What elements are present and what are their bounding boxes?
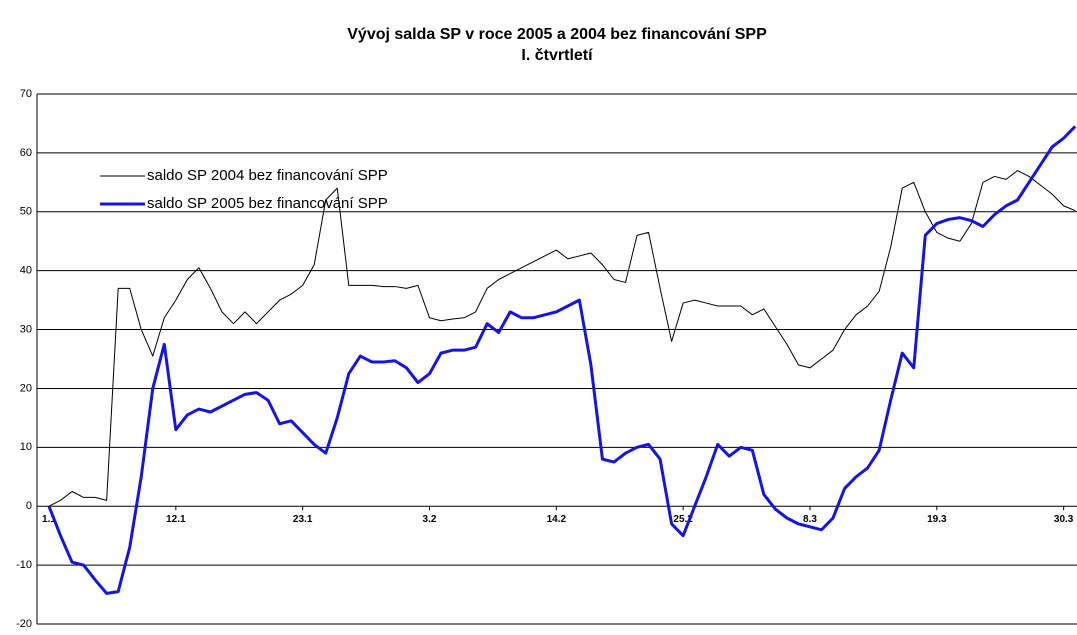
y-tick-label: 30 (20, 323, 32, 335)
x-tick-label: 8.3 (803, 514, 817, 525)
x-tick-label: 19.3 (927, 514, 947, 525)
y-tick-label: 0 (26, 500, 32, 512)
y-tick-label: 10 (20, 441, 32, 453)
x-tick-label: 1.1 (42, 514, 56, 525)
x-tick-label: 14.2 (547, 514, 567, 525)
x-tick-label: 25.2 (673, 514, 693, 525)
y-tick-label: 50 (20, 206, 32, 218)
y-tick-label: 70 (20, 88, 32, 100)
y-tick-label: 40 (20, 265, 32, 277)
y-tick-label: -10 (16, 559, 32, 571)
y-tick-label: 60 (20, 147, 32, 159)
series-line (48, 170, 1076, 507)
legend-label: saldo SP 2004 bez financování SPP (147, 167, 388, 184)
x-tick-label: 3.2 (423, 514, 437, 525)
y-tick-label: -20 (16, 618, 32, 630)
x-tick-label: 30.3 (1054, 514, 1074, 525)
series-line (47, 125, 1077, 595)
y-tick-label: 20 (20, 382, 32, 394)
x-tick-label: 23.1 (293, 514, 313, 525)
chart-subtitle: I. čtvrtletí (521, 47, 593, 64)
x-tick-label: 12.1 (166, 514, 186, 525)
legend-label: saldo SP 2005 bez financování SPP (147, 195, 388, 212)
chart-title: Vývoj salda SP v roce 2005 a 2004 bez fi… (347, 26, 767, 43)
